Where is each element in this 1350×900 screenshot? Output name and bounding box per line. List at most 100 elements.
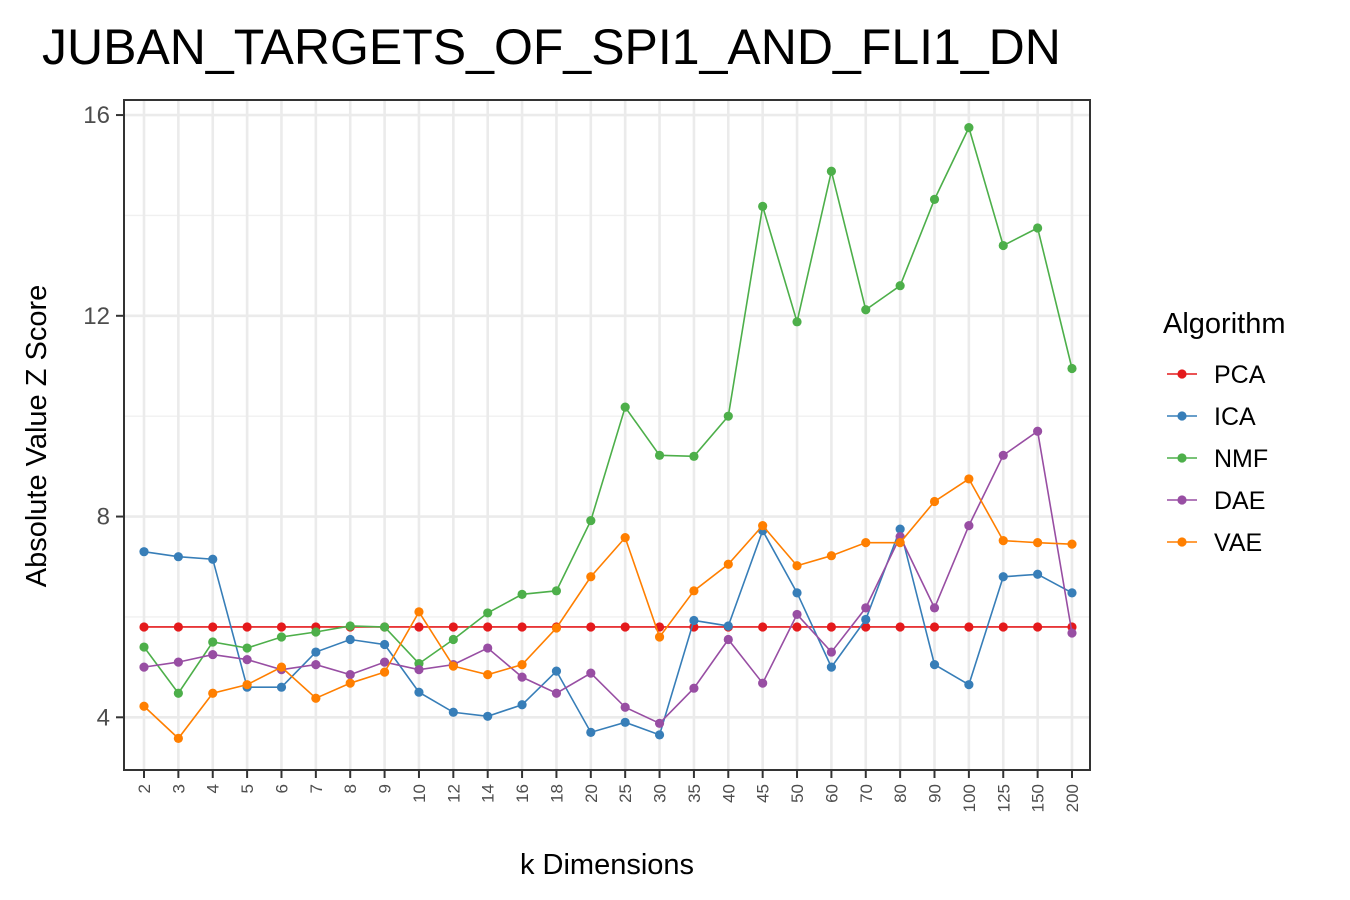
x-tick-label: 2 bbox=[135, 784, 154, 793]
data-point-nmf bbox=[208, 637, 218, 647]
y-tick-label: 12 bbox=[83, 303, 110, 330]
data-point-dae bbox=[723, 634, 733, 645]
data-point-ica bbox=[895, 524, 905, 534]
data-point-nmf bbox=[1033, 223, 1043, 233]
data-point-nmf bbox=[861, 305, 871, 315]
series-line-vae bbox=[143, 477, 1073, 740]
data-point-pca bbox=[139, 622, 149, 632]
data-point-dae bbox=[964, 520, 974, 531]
x-tick-label: 14 bbox=[479, 784, 498, 803]
data-point-nmf bbox=[689, 451, 699, 461]
data-point-vae bbox=[826, 551, 837, 561]
grid bbox=[124, 100, 1090, 770]
data-point-pca bbox=[964, 622, 974, 632]
data-point-vae bbox=[1067, 539, 1077, 549]
data-point-ica bbox=[1033, 569, 1043, 579]
data-point-vae bbox=[654, 632, 665, 642]
data-point-pca bbox=[173, 622, 183, 632]
data-point-pca bbox=[895, 622, 905, 632]
data-point-dae bbox=[173, 657, 183, 667]
data-point-ica bbox=[1067, 588, 1077, 598]
data-point-ica bbox=[173, 552, 183, 562]
data-point-ica bbox=[483, 711, 493, 721]
data-point-nmf bbox=[826, 166, 837, 176]
data-point-pca bbox=[998, 622, 1008, 632]
x-tick-label: 18 bbox=[547, 784, 566, 803]
data-point-ica bbox=[792, 588, 802, 598]
data-point-pca bbox=[208, 622, 218, 632]
x-tick-label: 50 bbox=[788, 784, 807, 803]
y-tick-label: 16 bbox=[83, 102, 110, 129]
x-tick-label: 125 bbox=[994, 784, 1013, 812]
data-point-nmf bbox=[139, 642, 149, 652]
data-point-nmf bbox=[448, 634, 458, 645]
data-point-ica bbox=[654, 730, 665, 740]
legend-key-point-dae bbox=[1177, 495, 1187, 505]
data-point-dae bbox=[379, 657, 390, 667]
legend-key-point-ica bbox=[1177, 411, 1187, 421]
legend: Algorithm PCA ICA NMF DAE VAE bbox=[1163, 308, 1286, 557]
data-point-dae bbox=[311, 660, 321, 670]
x-tick-label: 9 bbox=[376, 784, 395, 793]
y-tick-label: 8 bbox=[97, 504, 110, 531]
data-point-vae bbox=[895, 538, 905, 548]
plot-panel-border bbox=[123, 99, 1091, 771]
data-point-vae bbox=[551, 623, 562, 633]
data-point-vae bbox=[448, 661, 458, 671]
data-point-pca bbox=[929, 622, 940, 632]
legend-key-point-vae bbox=[1177, 537, 1187, 547]
x-tick-label: 80 bbox=[891, 784, 910, 803]
data-point-pca bbox=[242, 622, 252, 632]
x-tick-label: 16 bbox=[513, 784, 532, 803]
data-point-nmf bbox=[517, 589, 527, 599]
data-point-ica bbox=[208, 554, 218, 564]
data-point-ica bbox=[311, 647, 321, 657]
data-point-pca bbox=[448, 622, 458, 632]
data-point-vae bbox=[620, 533, 630, 543]
series-layer bbox=[139, 123, 1077, 743]
legend-key-point-nmf bbox=[1177, 453, 1187, 463]
x-tick-label: 12 bbox=[444, 784, 463, 803]
data-point-pca bbox=[792, 622, 802, 632]
data-point-dae bbox=[551, 688, 562, 698]
data-point-pca bbox=[826, 622, 837, 632]
x-tick-label: 8 bbox=[341, 784, 360, 793]
data-point-dae bbox=[1067, 628, 1077, 638]
data-point-vae bbox=[758, 520, 768, 531]
data-point-vae bbox=[173, 733, 183, 743]
data-point-pca bbox=[276, 622, 287, 632]
data-point-dae bbox=[517, 672, 527, 682]
x-axis-title: k Dimensions bbox=[520, 849, 694, 881]
x-tick-label: 20 bbox=[582, 784, 601, 803]
data-point-ica bbox=[448, 707, 458, 717]
data-point-dae bbox=[826, 647, 837, 657]
data-point-ica bbox=[551, 666, 562, 676]
data-point-pca bbox=[861, 622, 871, 632]
data-point-vae bbox=[414, 607, 424, 617]
x-tick-label: 45 bbox=[754, 784, 773, 803]
data-point-nmf bbox=[1067, 363, 1077, 374]
data-point-ica bbox=[964, 680, 974, 690]
data-point-nmf bbox=[551, 586, 562, 596]
x-tick-label: 30 bbox=[651, 784, 670, 803]
data-point-ica bbox=[379, 639, 390, 650]
x-tick-label: 7 bbox=[307, 784, 326, 793]
data-point-dae bbox=[689, 683, 699, 693]
chart-title: JUBAN_TARGETS_OF_SPI1_AND_FLI1_DN bbox=[42, 19, 1061, 75]
data-point-vae bbox=[483, 670, 493, 680]
data-point-vae bbox=[929, 496, 940, 507]
data-point-dae bbox=[586, 668, 596, 678]
data-point-nmf bbox=[929, 194, 940, 204]
data-point-vae bbox=[311, 693, 321, 703]
data-point-vae bbox=[379, 667, 390, 677]
x-tick-label: 3 bbox=[169, 784, 188, 793]
y-axis-title: Absolute Value Z Score bbox=[21, 285, 53, 588]
data-point-pca bbox=[414, 622, 424, 632]
data-point-nmf bbox=[998, 240, 1008, 251]
data-point-dae bbox=[1033, 426, 1043, 436]
data-point-nmf bbox=[173, 688, 183, 698]
data-point-vae bbox=[208, 688, 218, 698]
data-point-pca bbox=[758, 622, 768, 632]
data-point-pca bbox=[620, 622, 630, 632]
